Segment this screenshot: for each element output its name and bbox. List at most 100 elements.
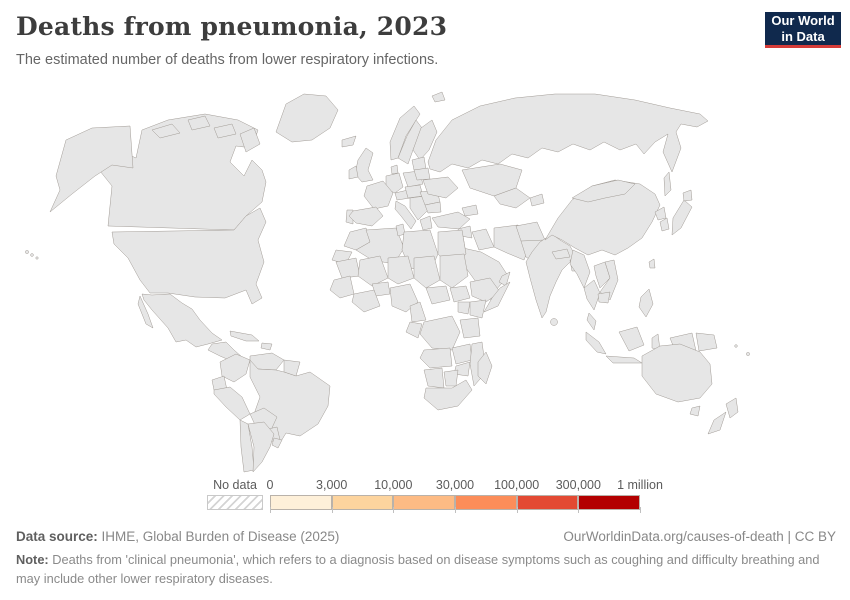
country-australia[interactable] — [641, 343, 713, 403]
country-iceland[interactable] — [341, 135, 357, 148]
country-botswana[interactable] — [443, 369, 459, 387]
country-sudan[interactable] — [439, 253, 469, 289]
legend-bin-1[interactable] — [331, 495, 394, 510]
country-kenya[interactable] — [469, 299, 487, 319]
country-turkey[interactable] — [431, 211, 471, 230]
owid-link[interactable]: OurWorldinData.org/causes-of-death | CC … — [563, 529, 836, 544]
country-somalia[interactable] — [483, 281, 511, 313]
country-namibia[interactable] — [423, 367, 445, 389]
country-philippines[interactable] — [638, 288, 654, 318]
legend-bar-wrap: 0 3,000 10,000 30,000 100,000 300,000 1 millio… — [267, 478, 663, 513]
country-chad[interactable] — [413, 255, 441, 289]
country-ukraine[interactable] — [422, 176, 459, 199]
country-argentina[interactable] — [247, 421, 275, 473]
legend-bin-0[interactable] — [270, 495, 332, 510]
country-north-korea[interactable] — [654, 206, 667, 221]
country-fiji[interactable] — [746, 352, 750, 356]
country-vietnam[interactable] — [599, 259, 619, 301]
country-russia[interactable] — [427, 93, 709, 173]
country-sakhalin[interactable] — [663, 171, 672, 197]
country-hawaii-2[interactable] — [30, 253, 34, 257]
country-malaysia[interactable] — [586, 312, 597, 331]
country-peru[interactable] — [213, 386, 251, 421]
country-papua-new-guinea[interactable] — [695, 332, 718, 352]
country-indonesia-borneo[interactable] — [618, 326, 645, 352]
country-central-african-republic[interactable] — [425, 285, 451, 305]
country-caucasus[interactable] — [461, 204, 479, 217]
country-iraq[interactable] — [471, 228, 495, 251]
country-france[interactable] — [363, 180, 394, 210]
country-taiwan[interactable] — [648, 258, 656, 269]
owid-logo[interactable]: Our World in Data — [765, 12, 841, 48]
country-italy[interactable] — [394, 200, 417, 230]
country-united-states[interactable] — [111, 207, 267, 305]
country-congo-gabon[interactable] — [405, 321, 423, 339]
country-new-zealand-south[interactable] — [707, 411, 727, 435]
country-senegal-guinea[interactable] — [329, 275, 355, 299]
country-colombia[interactable] — [219, 353, 251, 383]
country-madagascar[interactable] — [477, 351, 493, 385]
country-mali[interactable] — [357, 255, 389, 287]
country-denmark[interactable] — [390, 164, 399, 175]
country-japan-hokkaido[interactable] — [682, 189, 693, 202]
country-mexico-baja[interactable] — [137, 295, 154, 329]
country-ireland[interactable] — [348, 165, 359, 180]
country-alaska[interactable] — [49, 125, 134, 213]
page-title: Deaths from pneumonia, 2023 — [16, 12, 448, 41]
country-cambodia[interactable] — [597, 291, 611, 304]
country-dr-congo[interactable] — [419, 315, 461, 351]
country-spain[interactable] — [348, 206, 384, 227]
country-tanzania[interactable] — [459, 317, 481, 339]
country-cuba[interactable] — [229, 330, 260, 342]
country-tasmania[interactable] — [689, 405, 701, 417]
country-czech-hungary[interactable] — [404, 184, 424, 199]
country-new-zealand-north[interactable] — [725, 397, 739, 419]
country-south-korea[interactable] — [659, 217, 670, 232]
country-niger[interactable] — [387, 255, 415, 285]
country-hawaii-1[interactable] — [25, 250, 29, 254]
country-south-africa[interactable] — [423, 379, 473, 411]
country-laos[interactable] — [593, 261, 611, 289]
country-mongolia[interactable] — [571, 179, 636, 203]
country-sri-lanka[interactable] — [550, 318, 558, 326]
no-data-swatch[interactable] — [207, 495, 263, 510]
country-baltics[interactable] — [411, 156, 427, 171]
country-kyrgyzstan[interactable] — [529, 193, 545, 207]
legend-bin-5[interactable] — [578, 495, 641, 510]
legend-bin-4[interactable] — [516, 495, 579, 510]
country-cameroon[interactable] — [409, 301, 427, 323]
country-svalbard[interactable] — [431, 91, 446, 103]
country-nepal[interactable] — [551, 248, 571, 260]
country-japan[interactable] — [671, 199, 693, 236]
country-belarus[interactable] — [413, 167, 431, 181]
country-hispaniola[interactable] — [260, 342, 273, 351]
country-greenland[interactable] — [275, 93, 339, 143]
country-indonesia-sumatra[interactable] — [585, 331, 607, 355]
country-indonesia-java[interactable] — [605, 355, 643, 364]
country-thailand[interactable] — [583, 279, 601, 311]
country-zambia[interactable] — [451, 343, 473, 365]
legend-tick-label: 1 million — [617, 478, 663, 492]
country-canada-arctic-2[interactable] — [187, 115, 211, 131]
no-data-label: No data — [213, 478, 257, 492]
country-canada-baffin[interactable] — [239, 127, 261, 153]
legend-tick-label: 300,000 — [555, 478, 601, 492]
country-canada-arctic-1[interactable] — [151, 123, 181, 139]
owid-logo-text: Our World in Data — [771, 12, 835, 44]
country-angola[interactable] — [419, 347, 453, 369]
note-label: Note: — [16, 552, 49, 567]
country-ghana-ivory-coast[interactable] — [351, 289, 381, 313]
country-greece[interactable] — [419, 215, 433, 231]
country-canada-arctic-3[interactable] — [213, 123, 237, 139]
legend-bin-3[interactable] — [455, 495, 517, 510]
country-hawaii-3[interactable] — [35, 256, 39, 260]
legend-tick-label: 3,000 — [316, 478, 348, 492]
country-mexico[interactable] — [141, 293, 223, 348]
country-turkmenistan-uzbekistan[interactable] — [493, 187, 531, 209]
country-bulgaria[interactable] — [424, 201, 442, 214]
country-uganda[interactable] — [457, 301, 471, 315]
country-pacific-island[interactable] — [734, 344, 738, 348]
legend-bin-2[interactable] — [393, 495, 456, 510]
country-uruguay[interactable] — [271, 437, 283, 449]
country-south-sudan[interactable] — [449, 285, 471, 303]
